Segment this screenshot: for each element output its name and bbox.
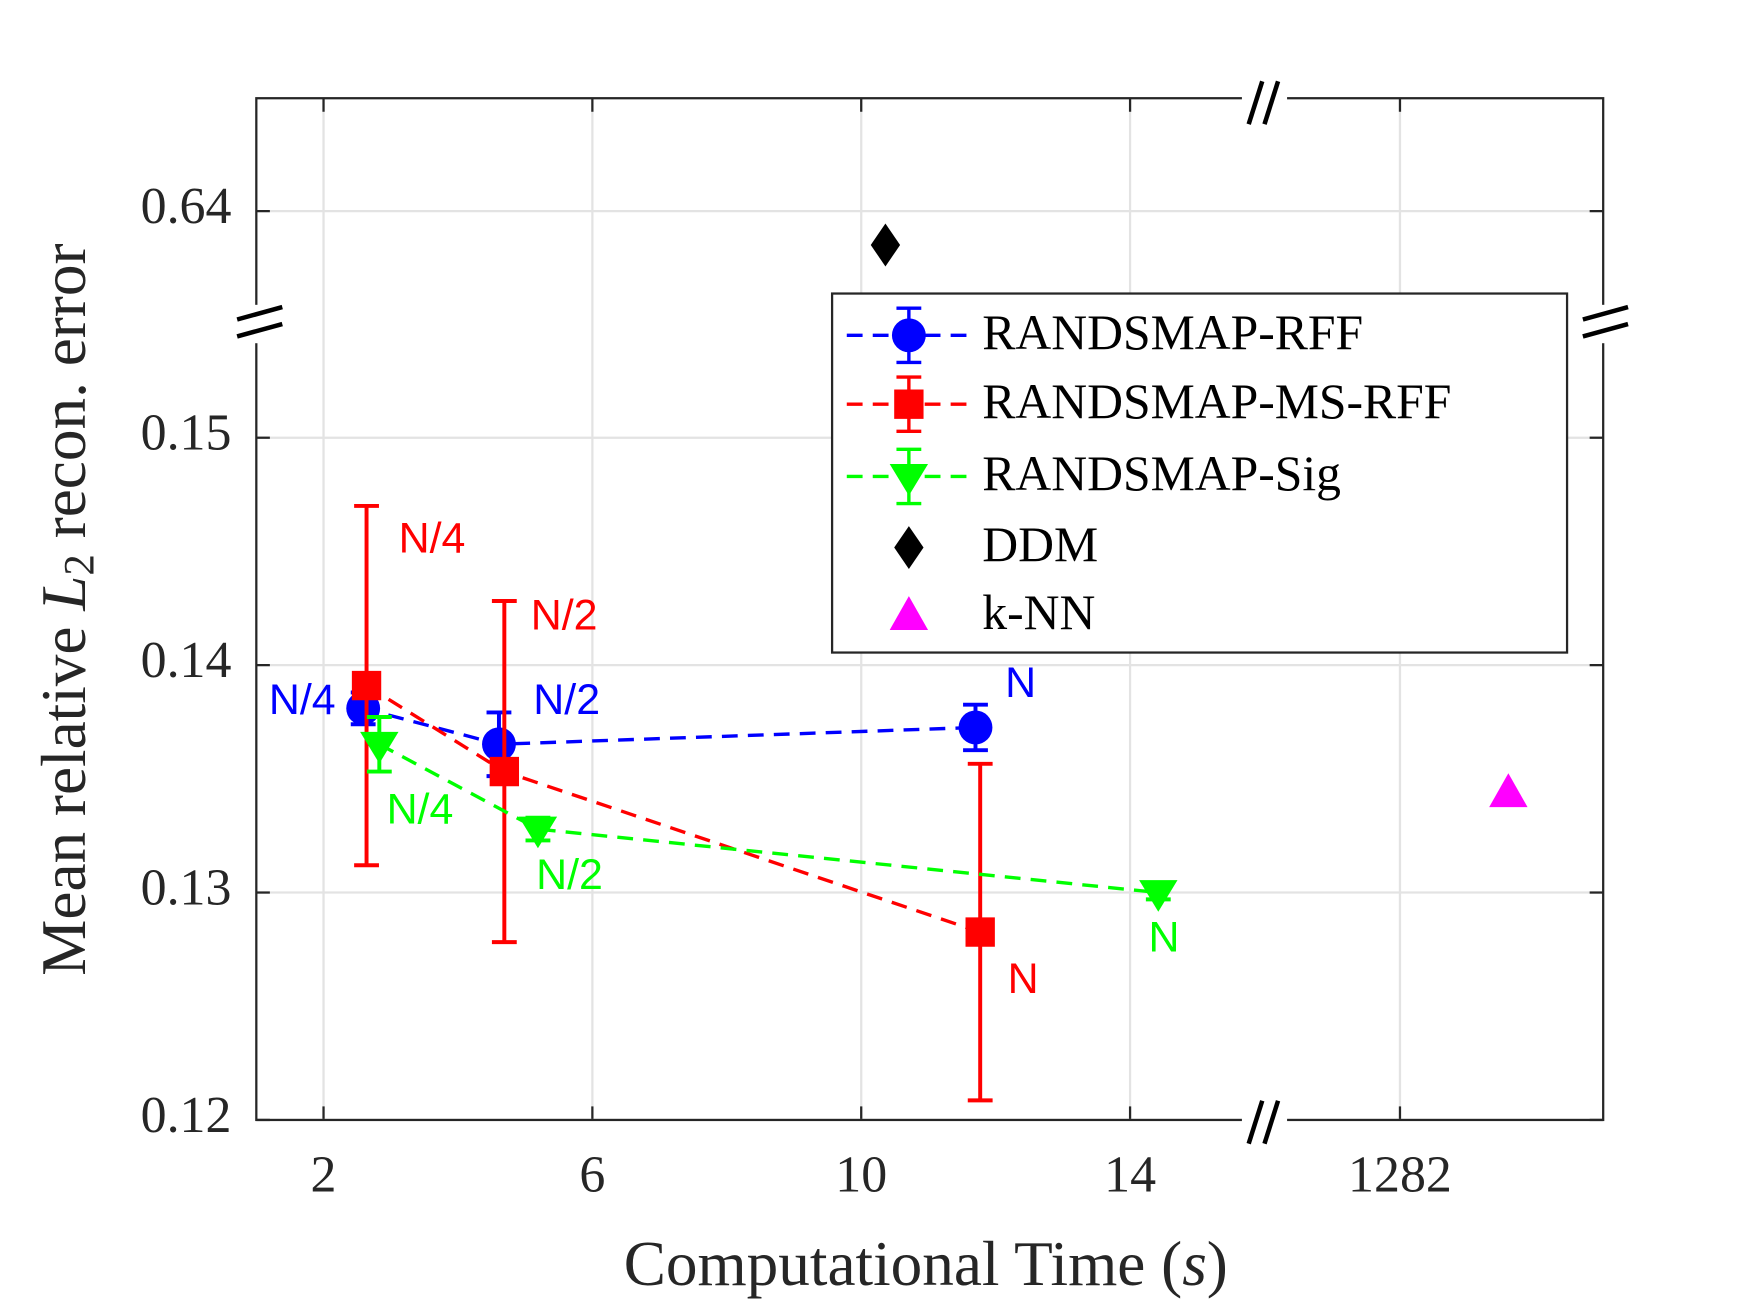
y-tick-label: 0.14 [141,632,232,689]
marker [894,389,924,419]
marker [1139,880,1178,912]
x-tick-label: 14 [1104,1147,1156,1204]
point-label: N/2 [531,591,598,639]
y-tick-label: 0.12 [141,1087,232,1144]
marker [891,318,926,353]
marker [965,917,995,947]
axes-box [255,97,1605,1122]
legend-label: RANDSMAP-MS-RFF [982,374,1451,429]
x-tick-label: 6 [579,1147,605,1204]
legend-label: RANDSMAP-RFF [982,305,1363,360]
point-label: N/4 [269,676,336,724]
legend [830,292,1569,654]
marker [351,670,382,701]
marker [889,464,929,496]
point-label: N [1008,955,1039,1003]
x-tick-label: 10 [835,1147,887,1204]
series-line [378,742,1159,895]
y-axis-label: Mean relative L2 recon. error [29,243,104,975]
legend-label: k-NN [982,585,1095,640]
point-label: N/2 [533,676,600,724]
marker [360,731,399,764]
marker [889,596,929,630]
point-label: N/2 [536,851,603,899]
marker [1489,773,1528,808]
marker [518,816,558,849]
y-tick-label: 0.64 [141,178,232,235]
point-label: N/4 [399,514,466,562]
point-label: N [1005,659,1036,707]
marker [489,756,520,787]
x-tick-label: 1282 [1348,1147,1452,1204]
point-label: N [1148,913,1179,961]
x-axis-label: Computational Time (s) [624,1229,1228,1299]
legend-label: DDM [982,517,1098,572]
point-label: N/4 [387,785,454,833]
marker [958,710,993,745]
x-tick-label: 2 [311,1147,337,1204]
legend-label: RANDSMAP-Sig [982,446,1341,501]
marker [482,727,516,762]
y-tick-label: 0.13 [141,859,232,916]
y-tick-label: 0.15 [141,405,232,462]
marker [894,526,924,570]
axis-breaks [234,79,1629,1145]
